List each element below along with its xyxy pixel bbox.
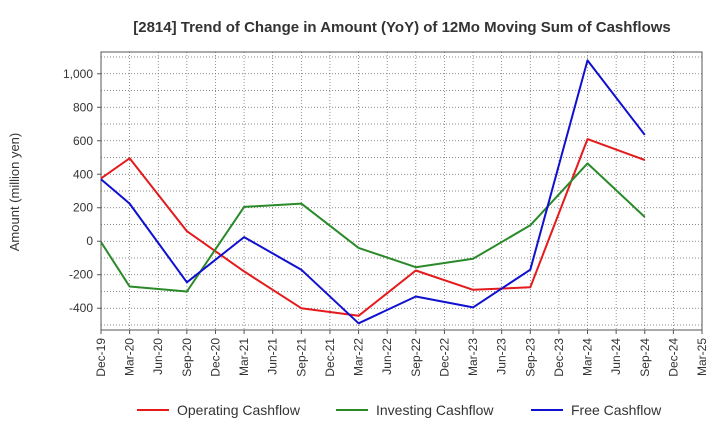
x-tick-label: Dec-22 [437,338,451,377]
legend-label: Operating Cashflow [177,402,301,418]
x-tick-label: Mar-25 [695,338,709,376]
plot-frame [100,51,703,331]
x-tick-label: Jun-24 [609,338,623,375]
x-tick-label: Mar-21 [237,338,251,376]
y-tick-label: 0 [86,234,93,248]
x-tick-label: Sep-22 [409,338,423,377]
x-tick-label: Jun-21 [266,338,280,375]
y-axis-label: Amount (million yen) [7,133,22,252]
x-tick-label: Mar-20 [123,338,137,376]
x-tick-label: Jun-22 [380,338,394,375]
x-tick-label: Sep-23 [523,338,537,377]
x-tick-label: Dec-23 [552,338,566,377]
x-tick-label: Mar-22 [352,338,366,376]
plot-area: -400 -200 0 200 400 600 800 1,000 Dec-19 Mar-20 Ju… [63,51,709,377]
x-tick-label: Jun-20 [151,338,165,375]
x-tick-label: Sep-24 [638,338,652,377]
series-line-operating-cashflow [100,138,646,317]
series-line-investing-cashflow [100,162,646,293]
legend-label: Investing Cashflow [376,402,494,418]
y-tick-label: -400 [69,301,93,315]
x-tick-label: Mar-24 [581,338,595,376]
series-line-free-cashflow [100,59,646,325]
legend-label: Free Cashflow [571,402,662,418]
x-tick-label: Dec-19 [94,338,108,377]
chart-title: [2814] Trend of Change in Amount (YoY) o… [133,19,671,36]
legend: Operating Cashflow Investing Cashflow Free… [137,402,662,418]
y-tick-label: 200 [73,201,93,215]
x-tick-label: Dec-20 [208,338,222,377]
x-tick-label: Sep-21 [294,338,308,377]
x-tick-label: Dec-21 [323,338,337,377]
x-tick-label: Jun-23 [495,338,509,375]
x-tick-label: Mar-23 [466,338,480,376]
y-tick-label: -200 [69,268,93,282]
x-tick-label: Sep-20 [180,338,194,377]
y-tick-label: 400 [73,167,93,181]
x-tick-label: Dec-24 [666,338,680,377]
y-tick-label: 1,000 [63,67,93,81]
y-tick-label: 600 [73,134,93,148]
y-tick-label: 800 [73,100,93,114]
